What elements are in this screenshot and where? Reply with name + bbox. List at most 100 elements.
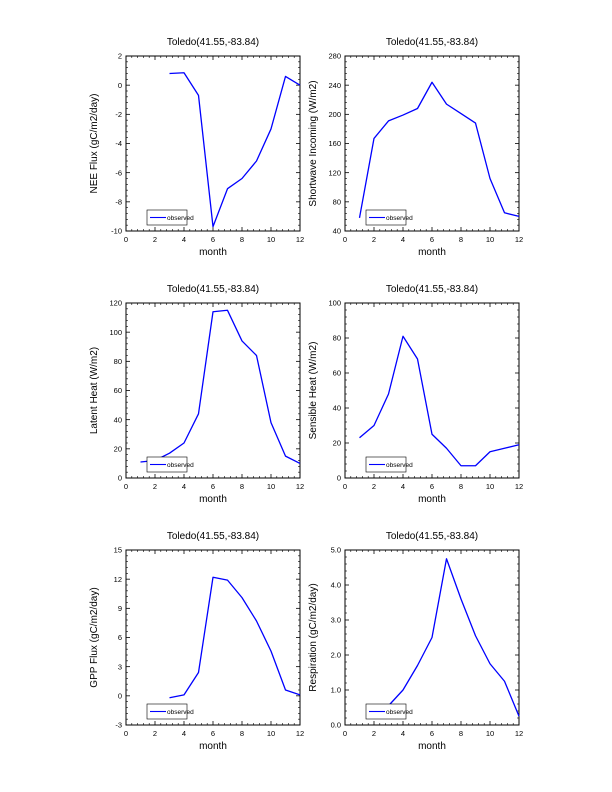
legend-box bbox=[146, 456, 188, 473]
chart-title: Toledo(41.55,-83.84) bbox=[167, 37, 259, 48]
x-tick-label: 2 bbox=[153, 729, 157, 738]
y-tick-label: 20 bbox=[333, 439, 341, 448]
chart-panel-6: 0 2 4 6 8 10 12 0.0 1.0 2.0 3.0 4.0 5.0 Toledo(41.55,… bbox=[308, 531, 523, 752]
x-tick-label: 12 bbox=[296, 235, 304, 244]
x-tick-label: 10 bbox=[267, 482, 275, 491]
y-tick-label: 0.0 bbox=[331, 721, 341, 730]
x-tick-label: 12 bbox=[515, 729, 523, 738]
y-tick-label: 2 bbox=[118, 52, 122, 61]
y-tick-label: 280 bbox=[328, 52, 341, 61]
y-tick-label: -3 bbox=[115, 721, 122, 730]
y-tick-label: 0 bbox=[118, 474, 122, 483]
y-tick-label: 3 bbox=[118, 662, 122, 671]
series-line-observed bbox=[140, 309, 301, 465]
legend-label: observed bbox=[386, 215, 413, 222]
series-line-observed bbox=[358, 81, 520, 218]
plot-frame bbox=[125, 549, 301, 726]
series-line-observed bbox=[359, 335, 520, 467]
x-tick-label: 10 bbox=[267, 235, 275, 244]
y-axis-label: Sensible Heat (W/m2) bbox=[308, 342, 319, 440]
legend-label: observed bbox=[167, 462, 194, 469]
chart-panel-4: 0 2 4 6 8 10 12 0 20 40 60 80 100 Toledo(41.55,-83.84… bbox=[308, 284, 523, 505]
legend-box bbox=[365, 456, 407, 473]
y-tick-label: 20 bbox=[114, 445, 122, 454]
y-tick-label: 12 bbox=[114, 575, 122, 584]
y-tick-label: 80 bbox=[333, 334, 341, 343]
y-tick-label: 200 bbox=[328, 110, 341, 119]
y-axis-label: Respiration (gC/m2/day) bbox=[308, 583, 319, 691]
series-line-observed bbox=[169, 576, 301, 699]
chart-panel-1: 0 2 4 6 8 10 12 -10 -8 -6 -4 -2 0 2 Toledo(41.55,-83.8… bbox=[89, 37, 304, 258]
y-tick-label: -8 bbox=[115, 198, 122, 207]
x-tick-label: 2 bbox=[372, 235, 376, 244]
y-tick-label: 80 bbox=[114, 357, 122, 366]
x-axis-label: month bbox=[418, 247, 446, 258]
chart-title: Toledo(41.55,-83.84) bbox=[386, 531, 478, 542]
plot-frame bbox=[125, 55, 301, 232]
y-tick-label: 6 bbox=[118, 633, 122, 642]
y-tick-label: 2.0 bbox=[331, 651, 341, 660]
x-tick-label: 12 bbox=[296, 482, 304, 491]
y-axis-label: NEE Flux (gC/m2/day) bbox=[89, 93, 100, 193]
y-tick-label: 0 bbox=[337, 474, 341, 483]
legend-box bbox=[146, 703, 188, 720]
y-tick-label: 3.0 bbox=[331, 616, 341, 625]
y-tick-label: -10 bbox=[111, 227, 122, 236]
x-tick-label: 8 bbox=[240, 729, 244, 738]
x-tick-label: 12 bbox=[515, 482, 523, 491]
x-tick-label: 0 bbox=[343, 235, 347, 244]
y-tick-label: 80 bbox=[333, 198, 341, 207]
plot-frame bbox=[344, 302, 520, 479]
x-tick-label: 4 bbox=[182, 235, 186, 244]
x-tick-label: 4 bbox=[401, 482, 405, 491]
y-tick-label: 100 bbox=[109, 328, 122, 337]
x-axis-label: month bbox=[199, 494, 227, 505]
x-tick-label: 0 bbox=[124, 235, 128, 244]
chart-panel-2: 0 2 4 6 8 10 12 40 80 120 160 200 240 280 Toledo(41.55… bbox=[308, 37, 523, 258]
y-tick-label: -4 bbox=[115, 139, 122, 148]
legend-box bbox=[365, 209, 407, 226]
y-tick-label: 60 bbox=[333, 369, 341, 378]
x-axis-label: month bbox=[199, 741, 227, 752]
x-tick-label: 8 bbox=[240, 235, 244, 244]
chart-title: Toledo(41.55,-83.84) bbox=[386, 284, 478, 295]
x-tick-label: 6 bbox=[430, 729, 434, 738]
legend-box bbox=[146, 209, 188, 226]
x-tick-label: 12 bbox=[296, 729, 304, 738]
y-tick-label: 0 bbox=[118, 81, 122, 90]
y-tick-label: 120 bbox=[328, 168, 341, 177]
x-tick-label: 4 bbox=[182, 729, 186, 738]
series-line-observed bbox=[169, 72, 301, 228]
y-tick-label: -6 bbox=[115, 168, 122, 177]
x-tick-label: 2 bbox=[372, 729, 376, 738]
x-tick-label: 8 bbox=[459, 729, 463, 738]
x-tick-label: 0 bbox=[124, 482, 128, 491]
x-tick-label: 0 bbox=[343, 729, 347, 738]
y-tick-label: 9 bbox=[118, 604, 122, 613]
legend-label: observed bbox=[386, 462, 413, 469]
y-tick-label: 5.0 bbox=[331, 546, 341, 555]
y-tick-label: 40 bbox=[114, 415, 122, 424]
y-tick-label: 4.0 bbox=[331, 581, 341, 590]
chart-title: Toledo(41.55,-83.84) bbox=[167, 531, 259, 542]
x-tick-label: 2 bbox=[153, 482, 157, 491]
legend-box bbox=[365, 703, 407, 720]
y-tick-label: 160 bbox=[328, 139, 341, 148]
x-tick-label: 4 bbox=[182, 482, 186, 491]
y-tick-label: -2 bbox=[115, 110, 122, 119]
x-tick-label: 4 bbox=[401, 729, 405, 738]
x-tick-label: 0 bbox=[343, 482, 347, 491]
y-axis-label: Latent Heat (W/m2) bbox=[89, 347, 100, 434]
x-tick-label: 10 bbox=[486, 235, 494, 244]
x-axis-label: month bbox=[199, 247, 227, 258]
y-axis-label: GPP Flux (gC/m2/day) bbox=[89, 587, 100, 687]
legend-label: observed bbox=[167, 709, 194, 716]
legend-label: observed bbox=[167, 215, 194, 222]
chart-title: Toledo(41.55,-83.84) bbox=[386, 37, 478, 48]
x-tick-label: 12 bbox=[515, 235, 523, 244]
y-tick-label: 15 bbox=[114, 546, 122, 555]
y-tick-label: 40 bbox=[333, 404, 341, 413]
x-tick-label: 8 bbox=[240, 482, 244, 491]
legend-label: observed bbox=[386, 709, 413, 716]
y-tick-label: 240 bbox=[328, 81, 341, 90]
